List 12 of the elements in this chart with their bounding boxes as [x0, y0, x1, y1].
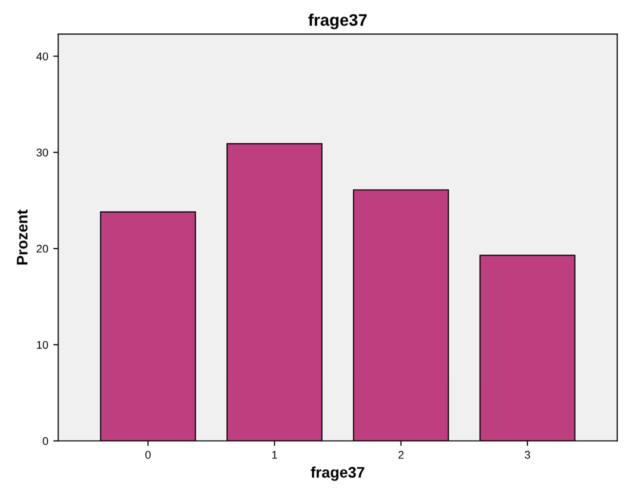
y-tick-label: 40: [36, 52, 48, 60]
y-tick-label: 10: [36, 340, 48, 349]
y-tick-label: 0: [42, 437, 48, 446]
x-tick-label: 3: [524, 450, 530, 459]
x-tick-label: 1: [272, 451, 278, 459]
x-tick-label: 2: [398, 450, 404, 459]
y-axis-title: Prozent: [16, 210, 28, 264]
chart-title: frage37: [308, 14, 367, 30]
y-tick-label: 30: [36, 148, 48, 156]
y-tick-label: 20: [36, 244, 48, 253]
x-tick-label: 0: [145, 450, 151, 459]
x-axis-title: frage37: [310, 466, 364, 481]
